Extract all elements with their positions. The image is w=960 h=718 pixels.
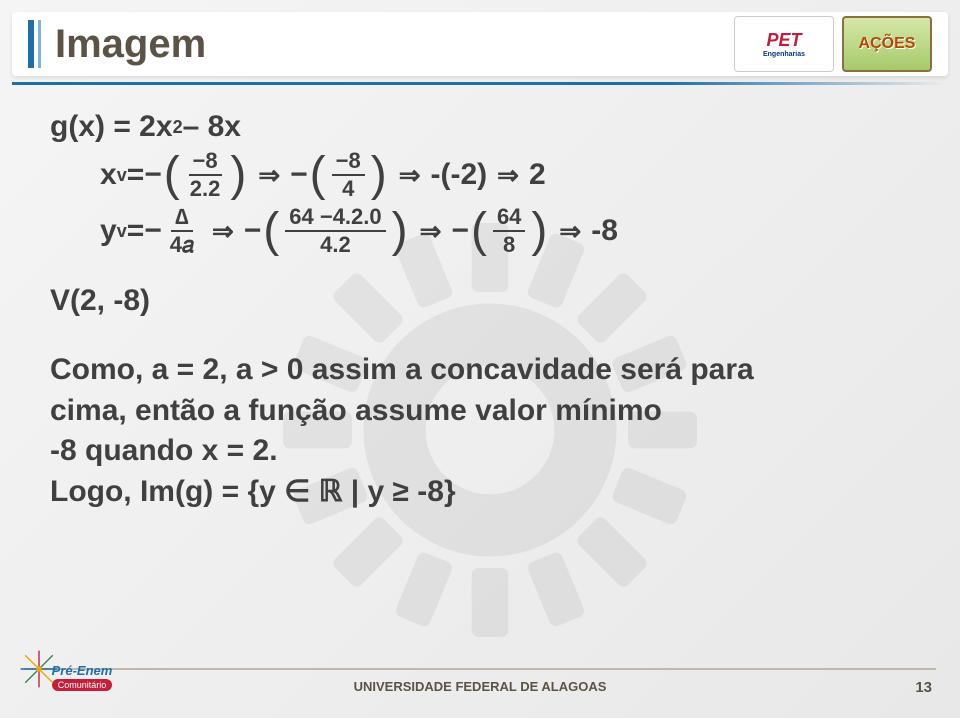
- equation-xv: xv = − ( −8 2.2 ) ⇒ − ( −8 4 ) ⇒ -(-2) ⇒…: [50, 150, 910, 200]
- arrow-icon: ⇒: [497, 160, 519, 191]
- page-title: Imagem: [55, 22, 206, 67]
- title-bar: Imagem PET Engenharias AÇÕES: [12, 12, 948, 76]
- equation-yv: yv = − ∆ 4𝑎 ⇒ − ( 64 −4.2.0 4.2 ) ⇒ − ( …: [50, 206, 910, 256]
- eq3-sub: v: [117, 221, 127, 242]
- expl-line4: Logo, Im(g) = {y ∈ ℝ | y ≥ -8}: [50, 472, 900, 513]
- expl-line3: -8 quando x = 2.: [50, 431, 900, 472]
- footer-divider: [24, 668, 936, 670]
- equation-gx: g(x) = 2x2 – 8x: [50, 110, 910, 144]
- eq3-frac2: 64 −4.2.0 4.2: [285, 206, 385, 256]
- vertex-text: V(2, -8): [50, 284, 910, 318]
- eq3-result: -8: [591, 214, 618, 248]
- page-number: 13: [915, 679, 932, 696]
- arrow-icon: ⇒: [258, 160, 280, 191]
- eq2-mid: -(-2): [431, 158, 488, 192]
- eq3-frac3: 64 8: [493, 206, 525, 256]
- star-burst-icon: [16, 646, 62, 692]
- eq3-frac1: ∆ 4𝑎: [166, 206, 198, 256]
- arrow-icon: ⇒: [420, 216, 442, 247]
- pet-logo-main: PET: [766, 30, 801, 51]
- arrow-icon: ⇒: [399, 160, 421, 191]
- title-logos: PET Engenharias AÇÕES: [734, 16, 932, 72]
- title-left: Imagem: [28, 20, 206, 68]
- title-accent-bar: [28, 20, 34, 68]
- eq1-exp: 2: [173, 117, 183, 138]
- footer-text: UNIVERSIDADE FEDERAL DE ALAGOAS: [0, 679, 960, 694]
- pet-logo-sub: Engenharias: [763, 51, 805, 58]
- slide-content: g(x) = 2x2 – 8x xv = − ( −8 2.2 ) ⇒ − ( …: [50, 110, 910, 512]
- expl-line2: cima, então a função assume valor mínimo: [50, 391, 900, 432]
- eq3-eq: =: [127, 214, 145, 248]
- eq1-suffix: – 8x: [183, 110, 241, 144]
- title-underline: [12, 82, 948, 85]
- arrow-icon: ⇒: [212, 216, 234, 247]
- eq3-var: y: [100, 214, 117, 248]
- eq2-sub: v: [117, 165, 127, 186]
- eq1-prefix: g(x) = 2x: [50, 110, 173, 144]
- eq2-result: 2: [529, 158, 546, 192]
- title-accent-bar-light: [38, 20, 41, 68]
- eq2-var: x: [100, 158, 117, 192]
- arrow-icon: ⇒: [559, 216, 581, 247]
- explanation-block: Como, a = 2, a > 0 assim a concavidade s…: [50, 350, 900, 512]
- eq2-eq: =: [127, 158, 145, 192]
- pet-logo: PET Engenharias: [734, 16, 834, 72]
- eq2-frac2: −8 4: [332, 150, 365, 200]
- pre-enem-logo: Pré-Enem Comunitário: [22, 642, 142, 712]
- eq2-frac1: −8 2.2: [186, 150, 225, 200]
- expl-line1: Como, a = 2, a > 0 assim a concavidade s…: [50, 350, 900, 391]
- acoes-logo: AÇÕES: [842, 16, 932, 72]
